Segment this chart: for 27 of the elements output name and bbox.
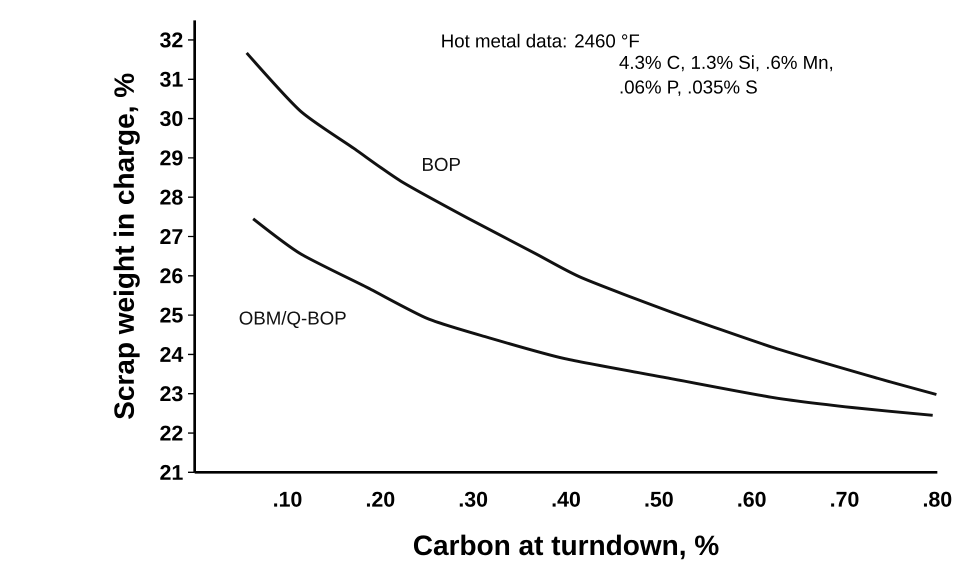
x-tick-label: .60: [738, 492, 766, 507]
series-label: BOP: [423, 158, 460, 172]
x-tick-label: .10: [274, 492, 302, 507]
x-tick-label: .80: [924, 492, 952, 507]
annotation: .06% P, .035% S: [620, 80, 757, 96]
y-tick-label: 23: [160, 386, 183, 402]
y-axis-title: Scrap weight in charge, %: [114, 74, 140, 420]
y-tick-label: 29: [160, 150, 182, 166]
x-tick-label: .20: [366, 492, 394, 507]
y-tick-label: 27: [160, 229, 182, 244]
y-tick-label: 30: [160, 111, 182, 126]
y-tick-label: 22: [160, 426, 182, 440]
y-tick-label: 26: [160, 268, 183, 284]
x-axis-title: Carbon at turndown, %: [414, 534, 718, 560]
series-label: OBM/Q-BOP: [240, 310, 346, 328]
annotation: Hot metal data: 2460 °F: [442, 34, 640, 48]
x-tick-label: .40: [552, 492, 580, 507]
y-tick-label: 32: [160, 32, 182, 48]
x-tick-label: .70: [831, 492, 858, 507]
x-tick-label: .30: [460, 492, 488, 507]
x-tick-label: .50: [645, 492, 673, 507]
y-tick-label: 28: [160, 190, 183, 205]
y-tick-label: 31: [160, 72, 183, 87]
y-tick-label: 25: [160, 308, 183, 323]
y-tick-label: 24: [160, 346, 184, 362]
y-tick-label: 21: [160, 464, 183, 480]
annotation: 4.3% C, 1.3% Si, .6% Mn,: [619, 55, 832, 72]
